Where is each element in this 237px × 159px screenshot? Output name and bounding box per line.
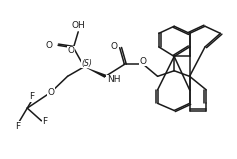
Polygon shape — [84, 67, 106, 78]
Text: (S): (S) — [81, 59, 92, 68]
Text: O: O — [47, 88, 55, 97]
Text: F: F — [15, 122, 20, 131]
Text: O: O — [68, 46, 75, 55]
Text: F: F — [29, 93, 35, 101]
Text: O: O — [110, 42, 117, 51]
Text: O: O — [140, 57, 147, 66]
Text: F: F — [42, 117, 48, 126]
Text: O: O — [45, 41, 52, 50]
Text: OH: OH — [71, 21, 85, 30]
Text: NH: NH — [107, 75, 120, 84]
